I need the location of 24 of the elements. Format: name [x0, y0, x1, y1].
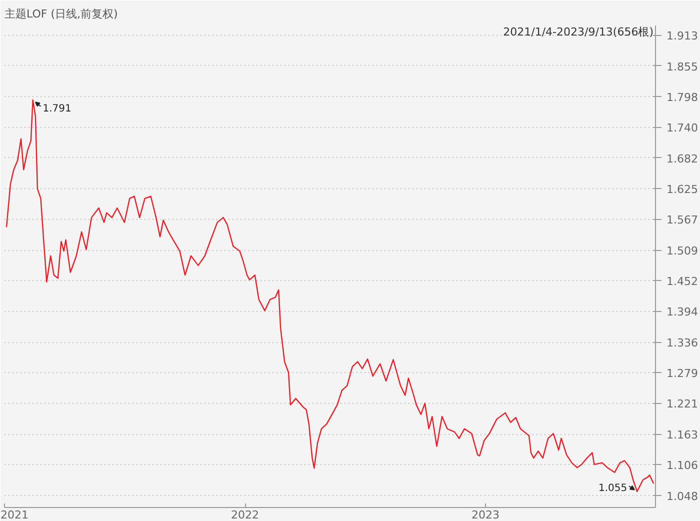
annotation: 2021/1/4-2023/9/13(656根) — [503, 26, 654, 38]
y-tick-label: 1.509 — [666, 244, 698, 258]
y-tick-label: 1.221 — [666, 398, 698, 411]
y-tick-label: 1.106 — [666, 458, 698, 472]
x-tick-label: 2023 — [472, 508, 500, 521]
y-tick-label: 1.740 — [666, 122, 698, 135]
y-tick-label: 1.163 — [666, 428, 698, 442]
y-tick-label: 1.452 — [666, 274, 698, 288]
y-tick-label: 1.336 — [666, 336, 698, 350]
x-tick-label: 2022 — [231, 508, 260, 521]
x-tick-label: 2021 — [0, 508, 28, 521]
annotation: 1.055 — [598, 483, 628, 494]
y-tick-label: 1.798 — [666, 90, 698, 104]
y-tick-label: 1.567 — [666, 214, 698, 227]
y-tick-label: 1.625 — [666, 182, 698, 196]
line-series — [6, 99, 654, 492]
y-tick-label: 1.682 — [666, 152, 698, 166]
chart-title: 主题LOF (日线,前复权) — [4, 8, 118, 20]
y-tick-label: 1.048 — [666, 490, 698, 503]
y-tick-label: 1.855 — [666, 60, 698, 74]
y-tick-label: 1.394 — [666, 306, 698, 319]
y-tick-label: 1.279 — [666, 366, 698, 380]
annotation: 1.791 — [42, 103, 72, 114]
y-tick-label: 1.913 — [666, 30, 698, 43]
